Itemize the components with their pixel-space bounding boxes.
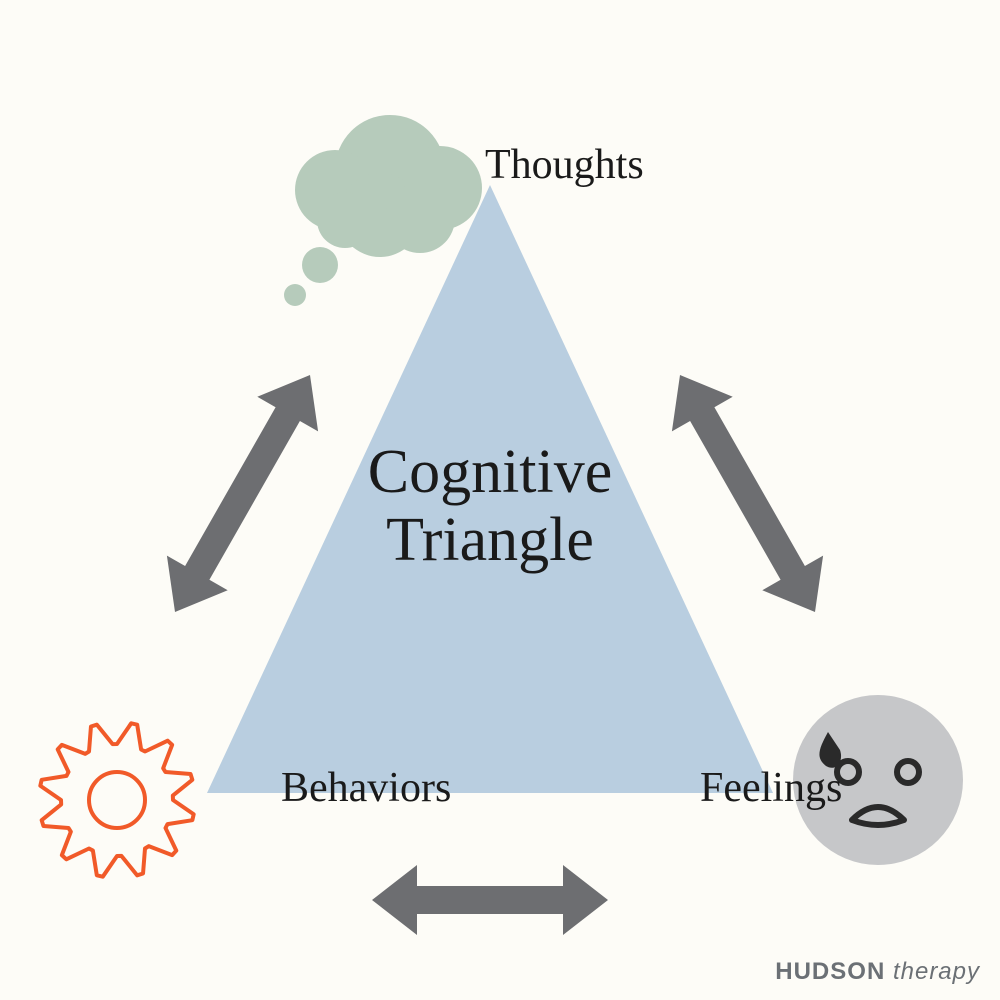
gear-icon xyxy=(40,723,193,876)
diagram-title: Cognitive Triangle xyxy=(290,438,690,574)
arrow-right xyxy=(672,375,823,612)
thoughts-label: Thoughts xyxy=(485,141,644,189)
behaviors-label: Behaviors xyxy=(281,764,451,812)
title-line2: Triangle xyxy=(290,506,690,574)
feelings-label: Feelings xyxy=(700,764,842,812)
watermark: HUDSON therapy xyxy=(775,958,980,986)
watermark-bold: HUDSON xyxy=(775,958,885,985)
arrow-bottom xyxy=(372,865,608,935)
watermark-light: therapy xyxy=(885,958,980,985)
title-line1: Cognitive xyxy=(290,438,690,506)
